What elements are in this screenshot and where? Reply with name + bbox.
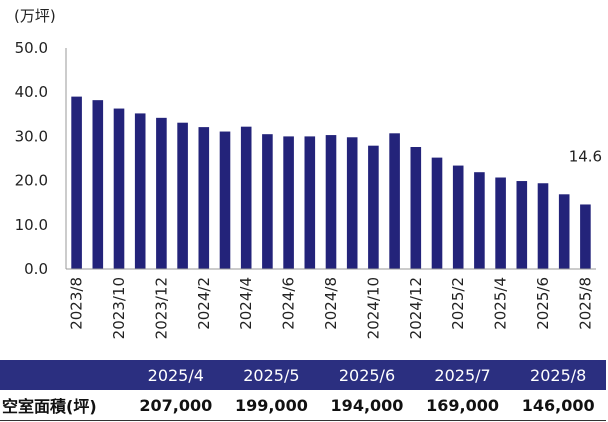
bar — [113, 108, 125, 269]
summary-table: 2025/4 2025/5 2025/6 2025/7 2025/8 空室面積(… — [0, 360, 606, 421]
table-row: 空室面積(坪) 207,000 199,000 194,000 169,000 … — [0, 390, 606, 421]
bar — [156, 117, 167, 269]
y-axis-unit-label: (万坪) — [14, 7, 56, 25]
bar — [325, 135, 337, 269]
table-header-month: 2025/5 — [223, 360, 320, 390]
table-header-month: 2025/7 — [414, 360, 511, 390]
x-tick-label: 2023/8 — [68, 277, 86, 330]
x-tick-label: 2025/4 — [492, 277, 510, 330]
y-tick-label: 20.0 — [15, 172, 48, 190]
table-cell-value: 194,000 — [319, 390, 415, 421]
x-tick-label: 2025/6 — [534, 277, 552, 330]
bar — [410, 147, 422, 269]
y-tick-label: 10.0 — [15, 216, 48, 234]
table-cell-value: 146,000 — [510, 390, 606, 421]
y-axis: 0.0 10.0 20.0 30.0 40.0 50.0 — [15, 39, 48, 278]
y-tick-label: 50.0 — [15, 39, 48, 57]
bar — [134, 113, 146, 269]
bar — [219, 131, 231, 269]
y-tick-label: 0.0 — [24, 260, 48, 278]
y-tick-label: 40.0 — [15, 83, 48, 101]
table-header-empty — [0, 360, 128, 390]
y-tick-label: 30.0 — [15, 127, 48, 145]
bar — [368, 145, 379, 269]
x-tick-label: 2024/10 — [364, 277, 382, 339]
table-header-month: 2025/6 — [319, 360, 415, 390]
bar — [431, 157, 443, 269]
x-tick-label: 2024/12 — [407, 277, 425, 339]
bar-series — [71, 96, 591, 270]
bar — [262, 134, 273, 269]
x-tick-label: 2024/2 — [195, 277, 213, 330]
table-row-label: 空室面積(坪) — [0, 390, 128, 421]
x-tick-label: 2025/8 — [576, 277, 594, 330]
x-tick-label: 2023/10 — [110, 277, 128, 339]
bar — [304, 136, 316, 269]
bar — [177, 122, 188, 269]
bar — [71, 96, 82, 270]
bar — [452, 165, 464, 269]
x-tick-label: 2024/4 — [237, 277, 255, 330]
bar — [389, 133, 400, 269]
bar — [537, 183, 549, 269]
bar-chart: (万坪) 0.010.020.030.040.050.0 2023/8 2023/… — [14, 7, 602, 339]
x-axis: 2023/8 2023/10 2023/12 2024/2 2024/4 2024/6 20… — [68, 277, 595, 339]
table-cell-value: 207,000 — [128, 390, 224, 421]
data-label-last: 14.6 — [569, 147, 602, 165]
table-cell-value: 199,000 — [223, 390, 320, 421]
bar — [240, 126, 252, 270]
bar — [283, 136, 294, 269]
bar — [580, 204, 591, 269]
table-header-month: 2025/8 — [510, 360, 606, 390]
bar — [474, 172, 485, 269]
x-tick-label: 2024/6 — [280, 277, 298, 330]
bar — [346, 137, 358, 269]
bar — [516, 181, 528, 269]
x-tick-label: 2023/12 — [152, 277, 170, 339]
table-header-month: 2025/4 — [128, 360, 224, 390]
bar — [558, 194, 570, 269]
x-tick-label: 2025/2 — [449, 277, 467, 330]
bar — [198, 127, 210, 269]
table-header-row: 2025/4 2025/5 2025/6 2025/7 2025/8 — [0, 360, 606, 390]
x-tick-label: 2024/8 — [322, 277, 340, 330]
bar — [495, 177, 506, 269]
bar — [92, 100, 104, 269]
table-cell-value: 169,000 — [414, 390, 511, 421]
